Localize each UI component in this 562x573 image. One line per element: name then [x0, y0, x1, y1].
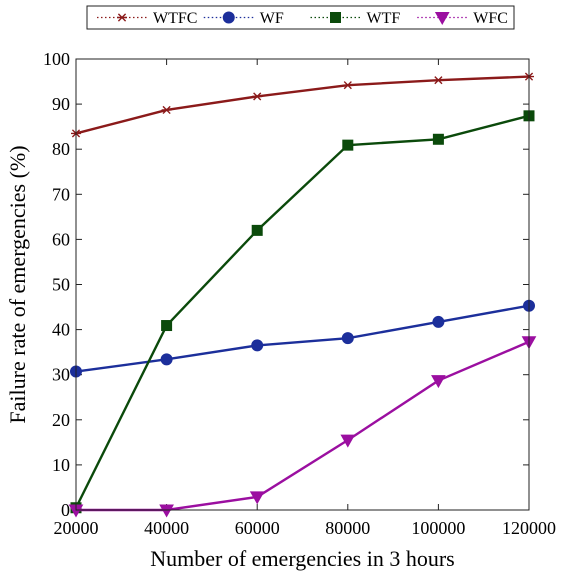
- legend: WTFC WF WTF WFC: [86, 5, 515, 30]
- y-axis-title: Failure rate of emergencies (%): [5, 145, 30, 423]
- series-layer: [68, 72, 537, 518]
- y-tick-label: 20: [52, 410, 70, 430]
- legend-item-wtf: WTF: [310, 10, 401, 27]
- x-tick-label: 80000: [325, 518, 370, 538]
- y-tick-label: 30: [52, 365, 70, 385]
- legend-marker: [330, 12, 341, 23]
- y-tick-label: 60: [52, 229, 70, 249]
- legend-item-wfc: WFC: [417, 10, 508, 27]
- data-point-wf: [341, 332, 354, 345]
- y-tick-label: 100: [43, 49, 70, 69]
- series-line-wtfc: [75, 75, 530, 135]
- legend-marker: [117, 13, 127, 22]
- data-point-wfc: [340, 434, 356, 448]
- data-point-wf: [432, 315, 445, 328]
- series-wtfc: [71, 72, 534, 138]
- legend-marker: [222, 11, 235, 24]
- data-point-wfc: [159, 504, 174, 518]
- data-point-wtfc: [252, 92, 263, 101]
- y-tick-label: 70: [52, 184, 70, 204]
- data-point-wtfc: [433, 76, 444, 85]
- data-point-wtf: [432, 133, 444, 145]
- legend-label: WFC: [473, 10, 508, 27]
- legend-label: WF: [260, 10, 284, 27]
- data-point-wfc: [431, 375, 446, 389]
- x-tick-label: 120000: [502, 518, 556, 538]
- y-tick-label: 90: [52, 94, 70, 114]
- data-point-wtfc: [342, 81, 353, 90]
- y-tick-label: 40: [52, 320, 70, 340]
- data-point-wtf: [342, 139, 354, 151]
- data-point-wf: [160, 353, 173, 366]
- x-tick-label: 20000: [54, 518, 99, 538]
- series-wtf: [70, 110, 535, 514]
- y-tick-label: 80: [52, 139, 70, 159]
- data-point-wtfc: [161, 105, 172, 115]
- data-point-wfc: [249, 491, 265, 505]
- data-point-wtf: [161, 320, 173, 332]
- x-axis-title: Number of emergencies in 3 hours: [150, 546, 454, 571]
- legend-label: WTF: [367, 10, 401, 27]
- data-point-wf: [251, 339, 264, 352]
- data-point-wtf: [251, 224, 263, 236]
- x-tick-label: 100000: [411, 518, 465, 538]
- series-line-wtf: [74, 114, 530, 509]
- series-line-wfc: [76, 340, 530, 512]
- legend-box: [86, 5, 515, 30]
- x-tick-label: 60000: [235, 518, 280, 538]
- y-tick-label: 10: [52, 455, 70, 475]
- y-tick-label: 0: [61, 500, 70, 520]
- series-wf: [70, 299, 535, 378]
- y-tick-label: 50: [52, 275, 70, 295]
- legend-item-wf: WF: [203, 10, 284, 27]
- legend-item-wtfc: WTFC: [97, 10, 197, 27]
- x-tick-label: 40000: [144, 518, 189, 538]
- plot-frame: [75, 58, 530, 511]
- series-line-wf: [75, 304, 530, 373]
- legend-marker: [434, 12, 450, 26]
- legend-label: WTFC: [153, 10, 197, 27]
